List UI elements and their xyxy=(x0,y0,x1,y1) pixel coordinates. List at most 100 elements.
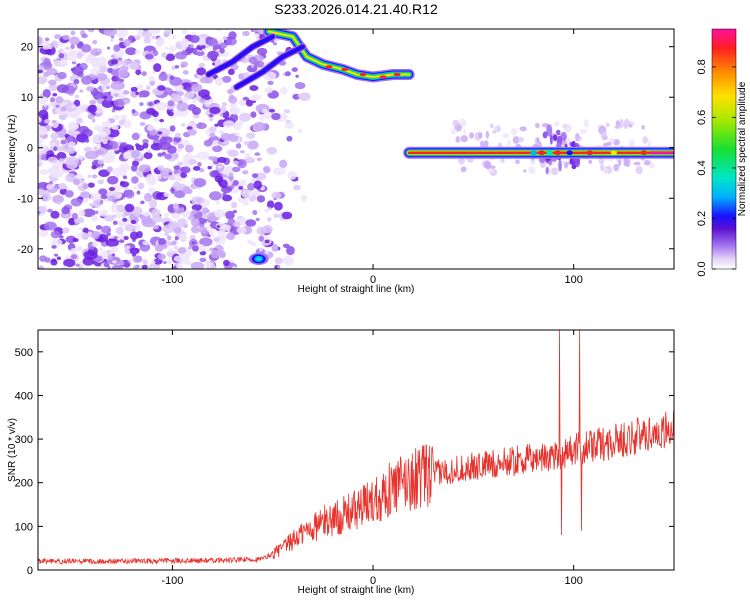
noise-speckle xyxy=(238,112,251,122)
noise-speckle xyxy=(157,85,166,91)
noise-speckle xyxy=(192,154,198,159)
noise-speckle xyxy=(209,191,222,201)
noise-speckle xyxy=(119,163,131,172)
noise-speckle xyxy=(202,56,208,62)
noise-speckle xyxy=(111,260,118,264)
spectrogram-noise xyxy=(38,29,311,269)
noise-speckle xyxy=(242,170,249,175)
noise-speckle xyxy=(233,221,241,228)
line-segment-hotspot xyxy=(640,150,648,156)
snr-x-ticks: -100 0 100 xyxy=(161,330,583,587)
noise-speckle xyxy=(122,98,130,104)
noise-speckle xyxy=(236,226,247,234)
noise-speckle xyxy=(252,29,260,33)
noise-speckle xyxy=(235,132,240,137)
noise-speckle xyxy=(97,179,105,185)
noise-speckle xyxy=(177,247,187,254)
noise-speckle xyxy=(42,88,51,98)
noise-speckle xyxy=(101,154,115,164)
snr-frame xyxy=(37,329,675,571)
noise-speckle xyxy=(623,157,628,167)
noise-speckle xyxy=(455,136,461,143)
noise-speckle xyxy=(209,132,216,139)
noise-speckle xyxy=(167,111,174,117)
noise-speckle xyxy=(38,109,49,119)
noise-speckle xyxy=(641,125,645,130)
noise-speckle xyxy=(139,102,144,107)
noise-speckle xyxy=(528,166,536,175)
noise-speckle xyxy=(263,111,274,120)
noise-speckle xyxy=(101,98,114,108)
noise-speckle xyxy=(144,192,153,202)
y-tick-label: 100 xyxy=(15,521,33,533)
noise-speckle xyxy=(43,103,47,108)
noise-speckle xyxy=(245,219,257,227)
noise-speckle xyxy=(469,132,475,139)
noise-speckle xyxy=(64,190,74,198)
noise-speckle xyxy=(277,265,281,269)
noise-speckle xyxy=(82,183,89,190)
noise-speckle xyxy=(578,135,582,142)
snr-series-line xyxy=(38,330,674,566)
noise-speckle xyxy=(294,82,306,90)
noise-speckle xyxy=(274,201,283,211)
noise-speckle xyxy=(141,264,148,269)
noise-speckle xyxy=(478,132,483,139)
noise-speckle xyxy=(502,132,510,139)
noise-speckle xyxy=(545,166,549,175)
noise-speckle xyxy=(135,91,140,96)
noise-speckle xyxy=(169,75,175,80)
noise-speckle xyxy=(229,113,239,123)
noise-speckle xyxy=(66,52,78,62)
noise-speckle xyxy=(266,200,275,209)
noise-speckle xyxy=(129,247,140,255)
y-tick-label: 20 xyxy=(21,42,33,54)
noise-speckle xyxy=(199,168,205,173)
noise-speckle xyxy=(602,142,609,147)
noise-speckle xyxy=(235,120,244,127)
noise-speckle xyxy=(153,117,160,123)
noise-speckle xyxy=(156,174,162,180)
horizontal-signal-line xyxy=(403,146,674,159)
noise-speckle xyxy=(65,46,70,50)
noise-speckle xyxy=(201,207,209,215)
noise-speckle xyxy=(174,245,178,250)
noise-speckle xyxy=(70,44,75,50)
y-tick-label: 200 xyxy=(15,478,33,490)
colorbar-tick-label: 0.6 xyxy=(696,110,708,125)
noise-speckle xyxy=(99,209,109,217)
noise-speckle xyxy=(70,254,77,260)
noise-speckle xyxy=(272,167,286,176)
noise-speckle xyxy=(283,109,291,114)
noise-speckle xyxy=(507,140,512,146)
hotspot xyxy=(325,65,333,69)
noise-speckle xyxy=(50,132,59,140)
noise-speckle xyxy=(174,132,182,138)
noise-speckle xyxy=(225,37,237,46)
noise-speckle xyxy=(232,166,241,173)
line-segment-hotspot xyxy=(586,150,593,156)
noise-speckle xyxy=(228,96,238,104)
noise-speckle xyxy=(148,102,154,106)
noise-speckle xyxy=(43,58,51,67)
noise-speckle xyxy=(47,208,53,213)
noise-speckle xyxy=(87,113,95,120)
chart-title: S233.2026.014.21.40.R12 xyxy=(274,1,438,17)
noise-speckle xyxy=(90,192,103,202)
noise-speckle xyxy=(247,239,252,244)
noise-speckle xyxy=(550,167,559,176)
noise-speckle xyxy=(71,212,79,219)
noise-speckle xyxy=(238,179,247,187)
noise-speckle xyxy=(106,166,113,173)
noise-speckle xyxy=(68,178,73,183)
noise-speckle xyxy=(235,143,242,149)
noise-speckle xyxy=(169,125,176,132)
noise-speckle xyxy=(241,189,254,199)
noise-speckle xyxy=(180,172,188,179)
noise-speckle xyxy=(146,176,157,186)
noise-speckle xyxy=(176,101,189,112)
y-tick-label: 300 xyxy=(15,434,33,446)
noise-speckle xyxy=(158,238,167,246)
